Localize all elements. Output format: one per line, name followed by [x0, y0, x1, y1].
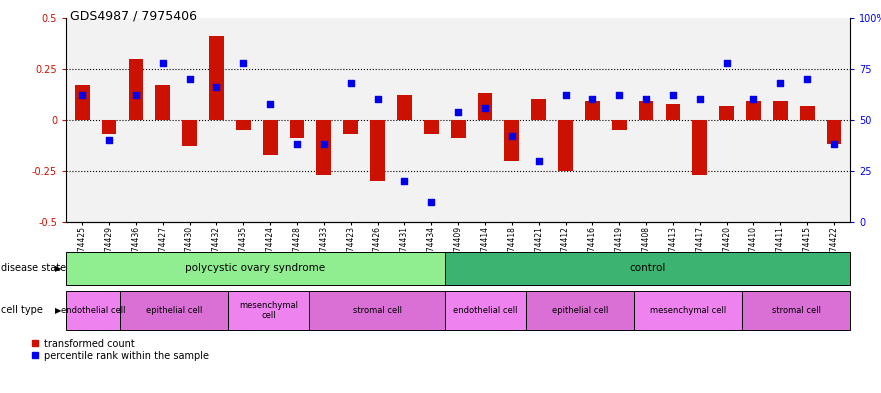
Text: endothelial cell: endothelial cell	[61, 306, 125, 315]
Point	[559, 92, 573, 99]
Point	[666, 92, 680, 99]
Bar	[344, 120, 358, 134]
Text: epithelial cell: epithelial cell	[552, 306, 608, 315]
Bar	[633, 291, 742, 330]
Bar	[129, 59, 144, 120]
Point	[774, 80, 788, 86]
Text: polycystic ovary syndrome: polycystic ovary syndrome	[185, 263, 325, 273]
Bar	[66, 291, 120, 330]
Bar	[665, 103, 680, 120]
Point	[478, 105, 492, 111]
Bar	[719, 106, 734, 120]
Point	[344, 80, 358, 86]
Point	[236, 59, 250, 66]
Bar	[155, 85, 170, 120]
Text: stromal cell: stromal cell	[772, 306, 820, 315]
Point	[182, 76, 196, 82]
Point	[827, 141, 841, 147]
Bar	[773, 101, 788, 120]
Bar	[451, 120, 465, 138]
Point	[612, 92, 626, 99]
Bar	[742, 291, 850, 330]
Text: control: control	[629, 263, 665, 273]
Text: cell type: cell type	[1, 305, 43, 316]
Bar	[75, 85, 90, 120]
Bar	[585, 101, 600, 120]
Text: GDS4987 / 7975406: GDS4987 / 7975406	[70, 10, 197, 23]
Bar	[692, 120, 707, 175]
Point	[317, 141, 331, 147]
Point	[585, 96, 599, 103]
Bar	[236, 120, 251, 130]
Point	[451, 108, 465, 115]
Bar	[309, 291, 445, 330]
Bar	[559, 120, 573, 171]
Point	[75, 92, 89, 99]
Point	[531, 158, 545, 164]
Bar	[746, 101, 761, 120]
Bar	[263, 120, 278, 154]
Bar	[611, 120, 626, 130]
Bar	[826, 120, 841, 144]
Text: mesenchymal
cell: mesenchymal cell	[240, 301, 299, 320]
Legend: transformed count, percentile rank within the sample: transformed count, percentile rank withi…	[32, 339, 209, 361]
Text: disease state: disease state	[1, 263, 66, 273]
Bar	[424, 120, 439, 134]
Bar	[478, 93, 492, 120]
Point	[263, 100, 278, 107]
Bar	[290, 120, 305, 138]
Text: stromal cell: stromal cell	[352, 306, 402, 315]
Point	[371, 96, 385, 103]
Bar	[505, 120, 519, 161]
Point	[397, 178, 411, 184]
Bar	[639, 101, 654, 120]
Point	[639, 96, 653, 103]
Point	[290, 141, 304, 147]
Bar	[397, 95, 411, 120]
Text: mesenchymal cell: mesenchymal cell	[650, 306, 726, 315]
Bar	[101, 120, 116, 134]
Point	[746, 96, 760, 103]
Point	[505, 133, 519, 140]
Text: endothelial cell: endothelial cell	[453, 306, 517, 315]
Bar	[209, 36, 224, 120]
Point	[425, 198, 439, 205]
Bar	[800, 106, 815, 120]
Point	[800, 76, 814, 82]
Bar	[531, 99, 546, 120]
Text: epithelial cell: epithelial cell	[146, 306, 203, 315]
Bar	[445, 252, 850, 285]
Bar	[120, 291, 228, 330]
Point	[156, 59, 170, 66]
Point	[210, 84, 224, 90]
Point	[720, 59, 734, 66]
Text: ▶: ▶	[56, 306, 62, 315]
Point	[692, 96, 707, 103]
Text: ▶: ▶	[56, 264, 62, 273]
Bar	[182, 120, 197, 147]
Bar	[316, 120, 331, 175]
Point	[129, 92, 143, 99]
Bar	[526, 291, 633, 330]
Point	[102, 137, 116, 143]
Bar	[228, 291, 309, 330]
Bar	[66, 252, 445, 285]
Bar	[445, 291, 526, 330]
Bar	[370, 120, 385, 181]
